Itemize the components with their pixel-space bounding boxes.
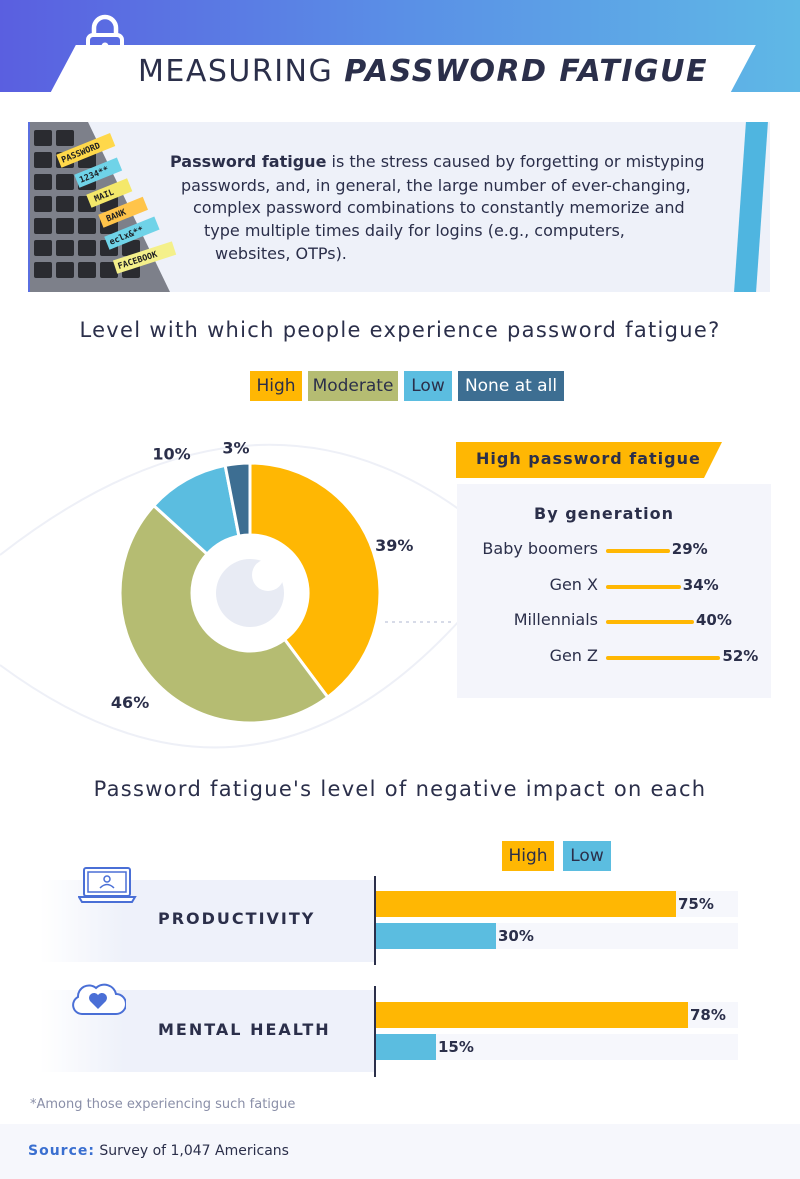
generation-bar <box>606 584 681 589</box>
donut-chart-title: Level with which people experience passw… <box>79 318 721 342</box>
impact-value-label: 75% <box>678 895 714 913</box>
donut-value-label: 39% <box>375 536 413 555</box>
page-title: MEASURING PASSWORD FATIGUE <box>138 54 708 89</box>
category-label-mental-health: MENTAL HEALTH <box>158 1020 331 1039</box>
generation-label: Baby boomers <box>482 539 598 558</box>
source-text: Source: Survey of 1,047 Americans <box>28 1143 289 1159</box>
legend-item-moderate: Moderate <box>308 371 398 401</box>
axis-line <box>374 986 376 1077</box>
generation-bar <box>606 655 721 660</box>
category-label-productivity: PRODUCTIVITY <box>158 909 316 928</box>
generation-value-label: 29% <box>671 540 708 558</box>
bar-track <box>376 1034 738 1060</box>
impact-bar-low <box>376 923 496 949</box>
lock-icon <box>86 14 124 64</box>
legend-item-low: Low <box>404 371 452 401</box>
sticky-note <box>86 178 133 208</box>
legend-item-none: None at all <box>458 371 564 401</box>
definition-box <box>34 122 770 292</box>
legend-item-low: Low <box>563 841 611 871</box>
source-band <box>0 1124 800 1179</box>
generation-bar <box>606 620 694 624</box>
generation-panel-title: High password fatigue <box>476 449 701 468</box>
donut-chart: 39% 46% 10% 3% <box>0 439 461 749</box>
generation-label: Gen X <box>549 574 598 594</box>
impact-bar-high <box>376 1002 688 1028</box>
donut-value-label: 3% <box>222 439 249 458</box>
sticky-note <box>74 157 123 188</box>
generation-panel-header <box>456 442 722 478</box>
legend-item-high: High <box>250 371 302 401</box>
generation-panel-subtitle: By generation <box>534 504 674 523</box>
generation-value-label: 52% <box>722 646 759 665</box>
sticky-note <box>104 216 160 250</box>
definition-line: passwords, and, in general, the large nu… <box>181 176 691 195</box>
donut-value-label: 46% <box>111 693 149 712</box>
definition-line: websites, OTPs). <box>215 244 347 263</box>
sticky-note <box>112 241 177 274</box>
generation-value-label: 34% <box>682 575 719 594</box>
generation-label: Gen Z <box>549 645 598 665</box>
heart-cloud-icon <box>72 983 126 1015</box>
impact-bar-low <box>376 1034 436 1060</box>
header: MEASURING PASSWORD FATIGUE <box>0 0 800 92</box>
generation-bar <box>606 549 670 553</box>
keyboard-illustration: PASSWORD 1234** MAIL BANK eclx&** FACEBO… <box>30 122 177 292</box>
axis-line <box>374 876 376 965</box>
impact-value-label: 30% <box>498 927 534 945</box>
generation-label: Millennials <box>513 610 598 629</box>
legend-item-high: High <box>502 841 554 871</box>
footnote: *Among those experiencing such fatigue <box>30 1097 296 1112</box>
impact-chart-title: Password fatigue's level of negative imp… <box>93 777 707 801</box>
sticky-note <box>56 133 116 168</box>
laptop-icon <box>78 867 137 903</box>
eye-highlight <box>252 559 284 591</box>
definition-line: complex password combinations to constan… <box>193 198 685 217</box>
definition-line: Password fatigue is the stress caused by… <box>170 152 705 171</box>
generation-value-label: 40% <box>696 611 732 629</box>
donut-value-label: 10% <box>152 445 190 464</box>
definition-line: type multiple times daily for logins (e.… <box>204 221 625 240</box>
sticky-note <box>98 196 149 228</box>
impact-value-label: 78% <box>690 1006 726 1024</box>
impact-bar-high <box>376 891 676 917</box>
impact-value-label: 15% <box>438 1038 474 1056</box>
generation-panel <box>457 484 771 698</box>
